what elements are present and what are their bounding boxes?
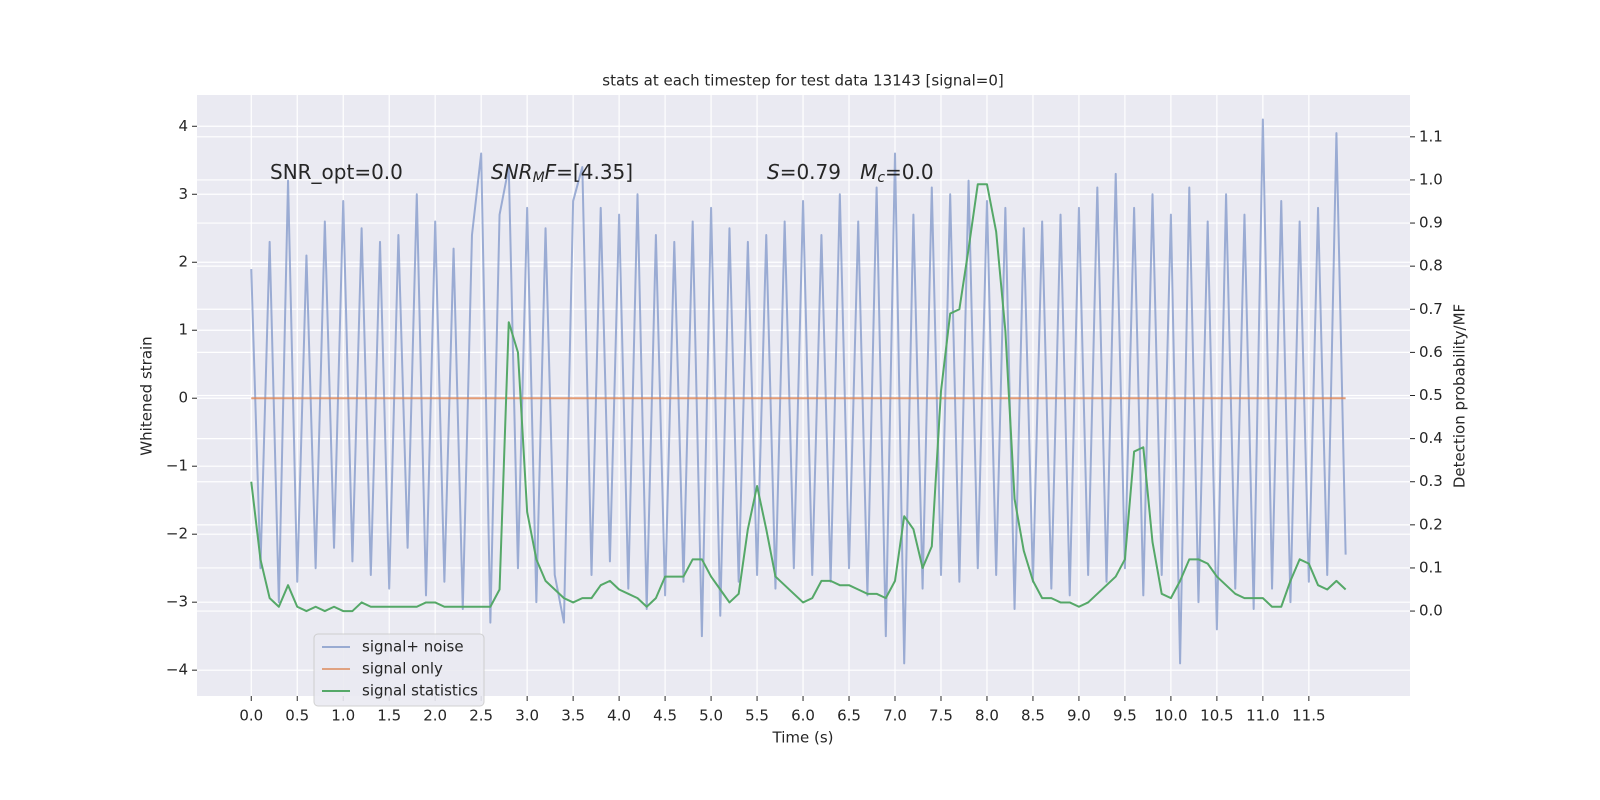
x-tick-label: 5.5 xyxy=(745,707,769,725)
y-tick-label: 4 xyxy=(178,117,188,135)
y2-tick-label: 0.4 xyxy=(1419,429,1443,447)
legend-label: signal statistics xyxy=(362,682,478,700)
x-tick-label: 4.5 xyxy=(653,707,677,725)
x-tick-label: 0.5 xyxy=(285,707,309,725)
y2-tick-label: 0.1 xyxy=(1419,558,1443,576)
grid: 0.0 0.5 1.0 1.5 2.0 2.5 3.0 3.5 4.0 4.5 5.0 5.5 6.0 6… xyxy=(166,95,1443,725)
x-tick-label: 3.5 xyxy=(561,707,585,725)
legend-label: signal+ noise xyxy=(362,638,464,656)
y2-tick-label: 0.7 xyxy=(1419,300,1443,318)
y2-tick-label: 1.1 xyxy=(1419,127,1443,145)
annotation-part: F xyxy=(545,160,557,184)
y2-tick-label: 0.0 xyxy=(1419,602,1443,620)
annotation-part: M xyxy=(860,160,877,184)
annotation-part: =0.0 xyxy=(885,160,934,184)
annotation: SNR_opt=0.0 xyxy=(270,160,403,184)
x-tick-label: 7.0 xyxy=(883,707,907,725)
x-tick-label: 4.0 xyxy=(607,707,631,725)
x-tick-label: 6.5 xyxy=(837,707,861,725)
x-tick-label: 8.5 xyxy=(1021,707,1045,725)
x-tick-label: 10.5 xyxy=(1200,707,1233,725)
y2-tick-label: 0.3 xyxy=(1419,472,1443,490)
y2-tick-label: 0.9 xyxy=(1419,214,1443,232)
y2-tick-label: 0.2 xyxy=(1419,515,1443,533)
y2-tick-label: 0.5 xyxy=(1419,386,1443,404)
x-tick-label: 0.0 xyxy=(239,707,263,725)
x-tick-label: 8.0 xyxy=(975,707,999,725)
legend-box xyxy=(313,633,485,707)
chart-title: stats at each timestep for test data 131… xyxy=(602,72,1003,90)
y2-tick-label: 0.8 xyxy=(1419,257,1443,275)
series-line xyxy=(250,183,1347,613)
marks xyxy=(250,118,1347,665)
y-tick-label: 2 xyxy=(178,253,188,271)
x-tick-label: 1.5 xyxy=(377,707,401,725)
y-axis-label: Whitened strain xyxy=(138,336,156,455)
x-tick-label: 10.0 xyxy=(1154,707,1187,725)
overlay: SNR_opt=0.0 SNRMF=[4.35] S=0.79 Mc=0.0sign… xyxy=(270,160,934,707)
y2-tick-label: 0.6 xyxy=(1419,343,1443,361)
x-tick-label: 11.0 xyxy=(1246,707,1279,725)
annotation-part: S xyxy=(767,160,780,184)
annotation: SNRMF=[4.35] xyxy=(491,160,633,187)
series-line xyxy=(250,118,1347,665)
y2-tick-label: 1.0 xyxy=(1419,170,1443,188)
x-tick-label: 2.5 xyxy=(469,707,493,725)
annotation: S=0.79 Mc=0.0 xyxy=(767,160,934,187)
x-tick-label: 1.0 xyxy=(331,707,355,725)
y2-axis-label: Detection probability/MF xyxy=(1451,304,1469,488)
annotation-part: =[4.35] xyxy=(556,160,633,184)
y-tick-label: −3 xyxy=(166,593,188,611)
x-tick-label: 6.0 xyxy=(791,707,815,725)
y-tick-label: 3 xyxy=(178,185,188,203)
annotation-part: =0.79 xyxy=(780,160,860,184)
annotation-part: SNR xyxy=(491,160,533,184)
x-tick-label: 5.0 xyxy=(699,707,723,725)
x-tick-label: 3.0 xyxy=(515,707,539,725)
x-tick-label: 7.5 xyxy=(929,707,953,725)
annotation-part: SNR_opt=0.0 xyxy=(270,160,403,184)
y-tick-label: 1 xyxy=(178,321,188,339)
annotation-part: c xyxy=(877,170,885,186)
x-axis-label: Time (s) xyxy=(772,729,834,747)
x-tick-label: 2.0 xyxy=(423,707,447,725)
y-tick-label: −2 xyxy=(166,525,188,543)
x-tick-label: 9.0 xyxy=(1067,707,1091,725)
annotation-part: M xyxy=(533,170,545,186)
y-tick-label: 0 xyxy=(178,389,188,407)
legend-label: signal only xyxy=(362,660,443,678)
x-tick-label: 9.5 xyxy=(1113,707,1137,725)
y-tick-label: −1 xyxy=(166,457,188,475)
x-tick-label: 11.5 xyxy=(1292,707,1325,725)
y-tick-label: −4 xyxy=(166,661,188,679)
